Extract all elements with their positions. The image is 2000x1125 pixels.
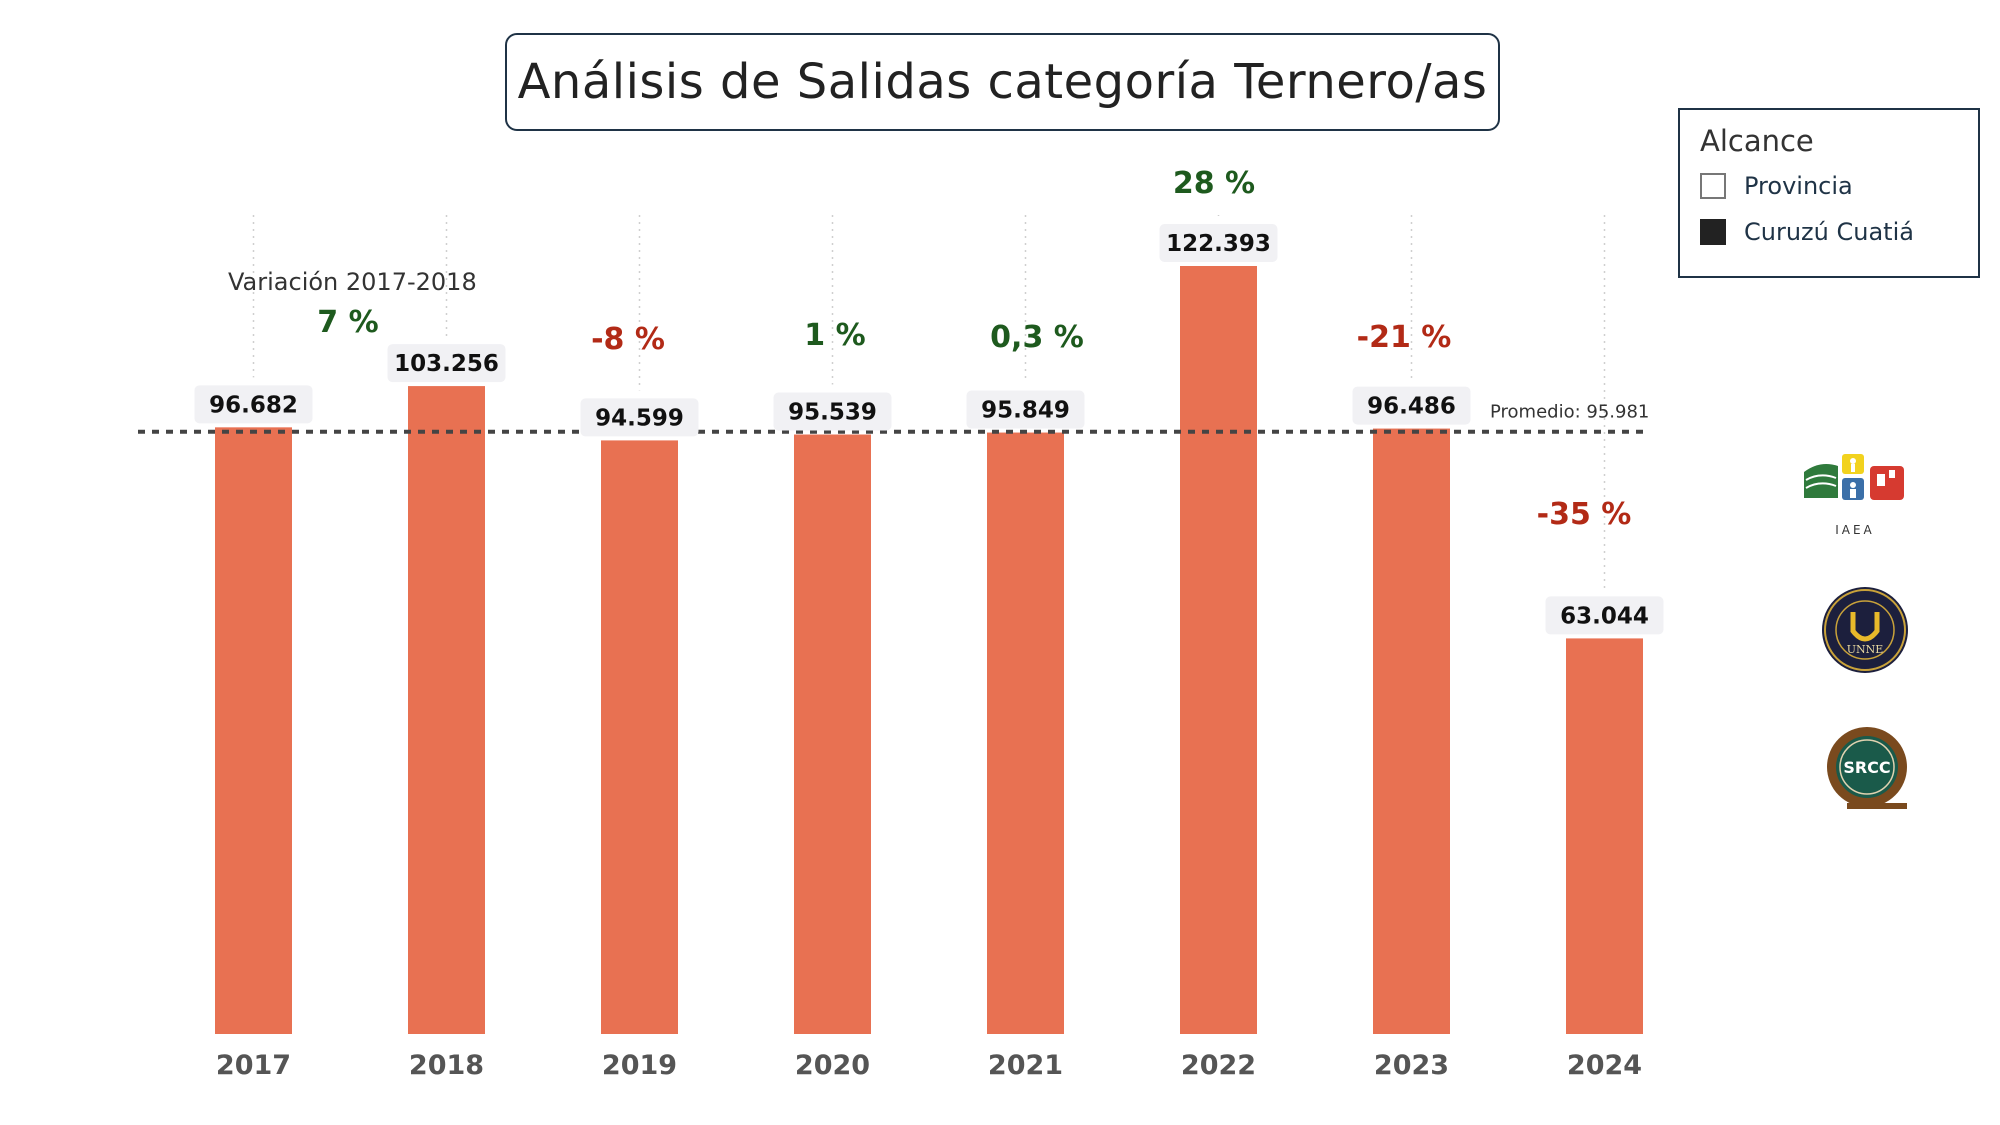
bar-2023 xyxy=(1373,428,1450,1035)
legend-item-curuzu-cuatia[interactable]: Curuzú Cuatiá xyxy=(1700,218,1958,246)
value-label: 63.044 xyxy=(1560,603,1649,629)
bar-2018 xyxy=(408,386,485,1034)
variation-label: 7 % xyxy=(317,305,378,340)
variation-label: 0,3 % xyxy=(990,320,1084,355)
average-label: Promedio: 95.981 xyxy=(1490,402,1649,423)
legend-panel: Alcance Provincia Curuzú Cuatiá xyxy=(1678,108,1980,278)
unne-seal-logo: UNNE xyxy=(1822,587,1908,673)
value-label: 95.849 xyxy=(981,398,1070,424)
bar-2021 xyxy=(987,432,1064,1034)
legend-title: Alcance xyxy=(1700,124,1814,158)
value-label-bg xyxy=(966,390,1085,429)
chart-title: Análisis de Salidas categoría Ternero/as xyxy=(517,54,1488,110)
x-tick-label: 2021 xyxy=(988,1050,1063,1081)
value-label-bg xyxy=(194,385,313,424)
variation-label: 28 % xyxy=(1173,166,1255,201)
variation-label: -21 % xyxy=(1357,320,1452,355)
x-tick-label: 2017 xyxy=(216,1050,291,1081)
value-label-bg xyxy=(1159,224,1278,262)
unne-logo-text: UNNE xyxy=(1847,643,1884,656)
srcc-logo-text: SRCC xyxy=(1843,758,1890,777)
x-tick-label: 2024 xyxy=(1567,1050,1642,1081)
value-label-bg xyxy=(580,398,699,437)
checkbox-icon[interactable] xyxy=(1700,173,1726,199)
legend-label: Curuzú Cuatiá xyxy=(1744,218,1914,246)
legend-item-provincia[interactable]: Provincia xyxy=(1700,172,1958,200)
variation-label: -8 % xyxy=(591,322,665,357)
chart-title-box: Análisis de Salidas categoría Ternero/as xyxy=(505,33,1500,131)
bar-2017 xyxy=(215,427,292,1035)
x-tick-label: 2023 xyxy=(1374,1050,1449,1081)
bar-2022 xyxy=(1180,266,1257,1034)
variation-label: 1 % xyxy=(804,318,865,353)
value-label: 96.486 xyxy=(1367,394,1456,420)
value-label-bg xyxy=(387,344,506,383)
value-label: 103.256 xyxy=(394,351,499,377)
value-label: 122.393 xyxy=(1166,231,1271,257)
bar-2024 xyxy=(1566,638,1643,1034)
variation-title: Variación 2017-2018 xyxy=(228,268,477,296)
x-tick-label: 2019 xyxy=(602,1050,677,1081)
x-tick-label: 2018 xyxy=(409,1050,484,1081)
value-label: 94.599 xyxy=(595,405,684,431)
bar-2019 xyxy=(601,440,678,1034)
value-label: 96.682 xyxy=(209,392,298,418)
iaea-logo-text: IAEA xyxy=(1835,523,1875,537)
value-label: 95.539 xyxy=(788,400,877,426)
iaea-logo: IAEA xyxy=(1804,454,1904,537)
value-label-bg xyxy=(1352,386,1471,425)
variation-label: -35 % xyxy=(1537,497,1632,532)
x-tick-label: 2020 xyxy=(795,1050,870,1081)
legend-label: Provincia xyxy=(1744,172,1853,200)
checkbox-checked-icon[interactable] xyxy=(1700,219,1726,245)
value-label-bg xyxy=(773,392,892,431)
srcc-seal-logo: SRCC xyxy=(1827,727,1907,809)
bar-2020 xyxy=(794,434,871,1034)
x-tick-label: 2022 xyxy=(1181,1050,1256,1081)
value-label-bg xyxy=(1545,596,1664,635)
